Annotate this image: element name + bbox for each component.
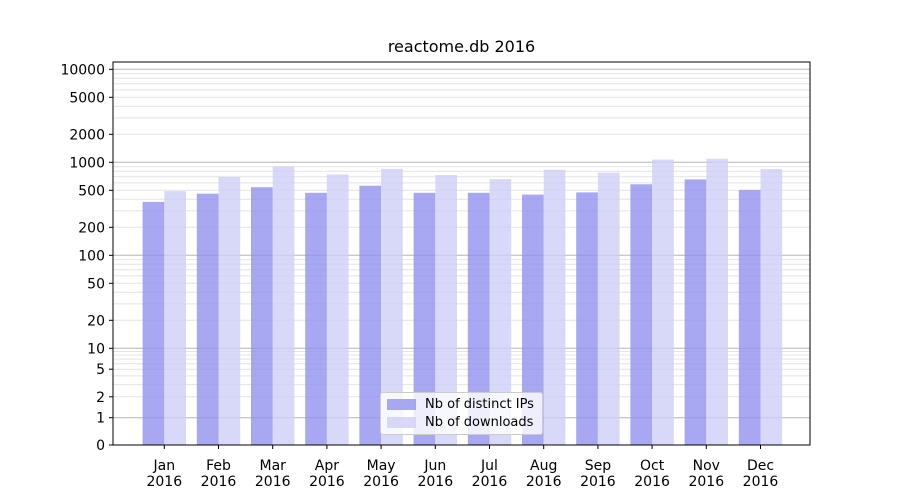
legend-label-distinct-ips: Nb of distinct IPs <box>425 397 534 412</box>
bar-distinct-ips-may <box>359 185 382 445</box>
x-tick-label-month: Jul <box>480 458 498 474</box>
x-tick-label-month: Jan <box>153 458 176 474</box>
x-tick-label-year: 2016 <box>634 474 670 490</box>
legend-label-downloads: Nb of downloads <box>425 415 534 430</box>
bar-downloads-jan <box>164 191 186 445</box>
bar-distinct-ips-dec <box>738 189 761 445</box>
x-tick-label-month: Aug <box>530 458 557 474</box>
bar-distinct-ips-jan <box>142 201 165 445</box>
bar-downloads-oct <box>652 159 674 445</box>
x-tick-label-year: 2016 <box>580 474 616 490</box>
bar-distinct-ips-sep <box>576 192 598 445</box>
x-tick-label-month: Jun <box>423 458 446 474</box>
x-tick-label-month: Sep <box>585 458 612 474</box>
x-tick-label-month: Apr <box>315 458 339 474</box>
bar-downloads-jun <box>435 175 457 445</box>
x-tick-label-month: Mar <box>259 458 286 474</box>
y-tick-label: 200 <box>78 220 105 236</box>
bar-downloads-nov <box>706 158 728 446</box>
y-tick-label: 0 <box>96 438 105 454</box>
y-tick-label: 1 <box>96 411 105 427</box>
x-tick-label-month: Dec <box>747 458 774 474</box>
y-tick-label: 2 <box>96 390 105 406</box>
bar-downloads-dec <box>760 169 783 445</box>
y-tick-label: 50 <box>87 276 105 292</box>
bar-distinct-ips-oct <box>630 184 653 446</box>
x-tick-label-year: 2016 <box>743 474 779 490</box>
x-tick-label-month: Nov <box>693 458 720 474</box>
x-tick-label-year: 2016 <box>363 474 399 490</box>
bar-downloads-aug <box>543 169 566 446</box>
bar-distinct-ips-jul <box>467 192 490 445</box>
x-tick-label-year: 2016 <box>146 474 182 490</box>
bar-downloads-feb <box>218 177 241 445</box>
y-tick-label: 100 <box>78 248 105 264</box>
legend-swatch-downloads <box>387 417 416 428</box>
x-tick-label-year: 2016 <box>201 474 237 490</box>
bar-distinct-ips-aug <box>522 194 544 445</box>
x-tick-label-year: 2016 <box>526 474 562 490</box>
bar-distinct-ips-mar <box>251 187 273 445</box>
bar-downloads-jul <box>489 179 512 445</box>
x-tick-label-month: May <box>367 458 396 474</box>
bar-distinct-ips-feb <box>196 193 219 445</box>
y-tick-label: 5000 <box>69 90 105 106</box>
bar-downloads-mar <box>272 166 295 445</box>
y-tick-label: 2000 <box>69 127 105 143</box>
legend-swatch-distinct-ips <box>387 399 416 410</box>
legend: Nb of distinct IPs Nb of downloads <box>380 392 543 435</box>
legend-item-downloads: Nb of downloads <box>387 416 534 429</box>
x-tick-label-month: Feb <box>206 458 231 474</box>
legend-item-distinct-ips: Nb of distinct IPs <box>387 398 534 411</box>
x-tick-label-month: Oct <box>640 458 665 474</box>
x-tick-label-year: 2016 <box>417 474 453 490</box>
chart-title: reactome.db 2016 <box>387 37 536 56</box>
plot-frame <box>112 61 811 446</box>
y-tick-label: 500 <box>78 183 105 199</box>
x-tick-label-year: 2016 <box>688 474 724 490</box>
x-tick-label-year: 2016 <box>472 474 508 490</box>
bar-distinct-ips-jun <box>413 192 436 445</box>
x-tick-label-year: 2016 <box>309 474 345 490</box>
bar-distinct-ips-apr <box>305 192 327 445</box>
y-tick-label: 20 <box>87 313 105 329</box>
y-tick-label: 10 <box>87 341 105 357</box>
bar-downloads-may <box>381 168 403 445</box>
y-tick-label: 1000 <box>69 155 105 171</box>
y-tick-label: 10000 <box>60 62 105 78</box>
bar-downloads-sep <box>597 172 620 445</box>
x-tick-label-year: 2016 <box>255 474 291 490</box>
bar-downloads-apr <box>326 174 349 445</box>
y-tick-label: 5 <box>96 362 105 378</box>
bar-distinct-ips-nov <box>684 179 707 445</box>
